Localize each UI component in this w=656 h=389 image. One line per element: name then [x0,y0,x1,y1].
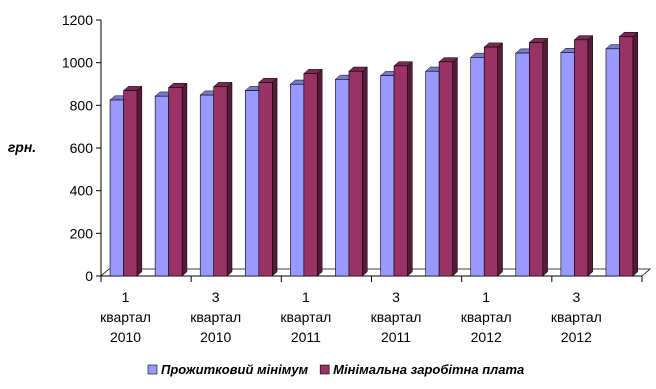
x-tick-label: 3 [572,289,580,305]
bar-min-wage [483,46,499,277]
bar-side [542,37,548,277]
bar-side [497,42,503,277]
bar-min-wage [393,65,408,277]
bar-subsistence [109,99,124,277]
bar-side [587,35,593,277]
x-tick-label: 2010 [110,329,141,345]
bar-side [632,31,639,277]
bar-side [407,61,413,277]
bar-subsistence [470,57,485,277]
y-tick-label: 200 [70,225,94,241]
bar-min-wage [438,61,453,277]
bar-min-wage [574,39,589,277]
x-tick-label: 2010 [200,329,231,345]
bar-min-wage [619,36,634,277]
x-tick-label: 1 [482,289,490,305]
bar-min-wage [528,42,544,277]
bar-subsistence [154,95,169,277]
x-tick-label: квартал [371,309,422,325]
x-tick-label: 2012 [561,329,592,345]
bar-subsistence [199,94,215,277]
bar-side [317,68,323,277]
legend-swatch [147,364,158,375]
bar-min-wage [213,86,228,277]
bar-subsistence [380,75,395,277]
bar-subsistence [425,70,440,277]
bar-subsistence [290,83,305,277]
x-tick-label: 1 [302,289,310,305]
x-tick-label: квартал [461,309,512,325]
x-tick-label: 3 [392,289,400,305]
bar-side [226,81,233,277]
x-tick-label: 2011 [381,329,411,345]
x-tick-label: 2012 [471,329,502,345]
bar-min-wage [123,90,138,277]
x-tick-label: квартал [100,309,151,325]
bar-side [181,82,188,277]
y-tick-label: 400 [70,183,94,199]
bar-min-wage [258,82,273,277]
bar-subsistence [560,52,575,277]
bar-min-wage [168,87,183,277]
x-tick-label: квартал [551,309,602,325]
bar-side [136,85,143,277]
bar-min-wage [348,70,363,277]
x-tick-label: 2011 [291,329,321,345]
bar-side [272,77,278,277]
plot-area [109,13,650,269]
legend-label: Мінімальна заробітна плата [333,362,524,377]
y-tick-label: 1000 [62,55,93,71]
bar-subsistence [335,79,350,277]
legend-label: Прожитковий мінімум [161,362,309,377]
bar-side [362,66,368,277]
y-tick-label: 1200 [62,12,93,28]
bar-min-wage [303,73,318,277]
legend-swatch [319,364,330,375]
x-tick-label: 3 [212,289,220,305]
y-tick-label: 0 [85,268,93,284]
x-tick-label: 1 [122,289,130,305]
x-tick-label: квартал [280,309,331,325]
bar-subsistence [244,90,260,277]
bar-side [452,57,458,277]
y-axis-title: грн. [8,139,36,155]
y-tick-label: 600 [70,140,94,156]
bar-subsistence [605,48,620,277]
y-tick-label: 800 [70,97,94,113]
x-tick-label: квартал [190,309,241,325]
bar-subsistence [515,52,530,277]
